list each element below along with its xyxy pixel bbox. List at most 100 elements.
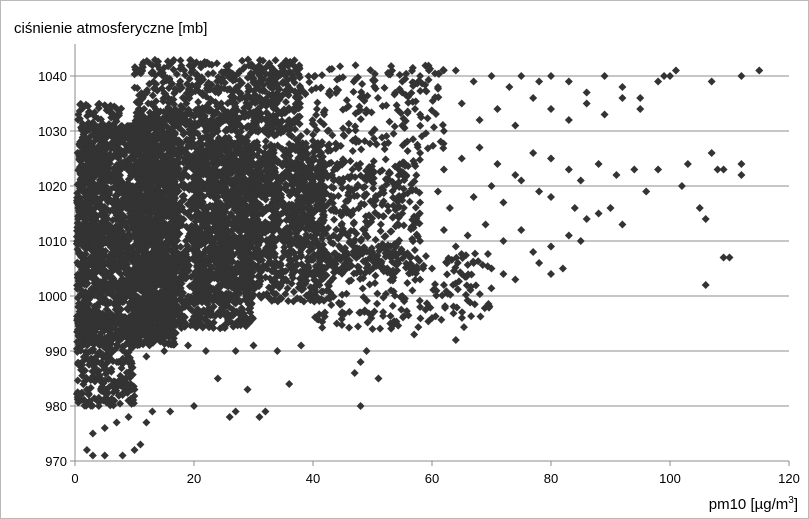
- data-point: [78, 257, 87, 266]
- x-tick-label: 100: [659, 471, 681, 486]
- data-point: [119, 249, 128, 258]
- data-point: [151, 153, 160, 162]
- data-point: [162, 297, 171, 306]
- data-point: [116, 221, 125, 230]
- data-point: [77, 160, 86, 169]
- data-point: [122, 289, 131, 298]
- data-point: [96, 204, 105, 213]
- data-point: [107, 234, 116, 243]
- y-tick-label: 1020: [38, 179, 67, 194]
- data-point: [122, 265, 131, 274]
- data-point: [98, 145, 107, 154]
- data-point: [83, 242, 92, 251]
- data-point: [96, 154, 105, 163]
- data-point: [78, 170, 87, 179]
- data-point: [82, 270, 91, 279]
- data-point: [95, 286, 104, 295]
- data-point: [86, 169, 95, 178]
- data-point: [80, 207, 89, 216]
- data-point: [102, 206, 111, 215]
- data-point: [75, 141, 84, 150]
- x-tick-label: 80: [544, 471, 558, 486]
- data-point: [123, 305, 132, 314]
- data-point: [117, 130, 126, 139]
- y-tick-label: 1030: [38, 124, 67, 139]
- data-point: [144, 322, 153, 331]
- data-point: [109, 224, 118, 233]
- data-point: [81, 216, 90, 225]
- data-point: [93, 263, 102, 272]
- data-point: [78, 150, 87, 159]
- data-point: [104, 252, 113, 261]
- data-point: [123, 195, 132, 204]
- data-point: [153, 185, 162, 194]
- data-point: [126, 209, 135, 218]
- data-point: [108, 216, 117, 225]
- data-point: [124, 237, 133, 246]
- x-tick-label: 40: [306, 471, 320, 486]
- data-point: [117, 137, 126, 146]
- x-tick-label: 120: [778, 471, 800, 486]
- data-point: [73, 285, 82, 294]
- data-point: [89, 183, 98, 192]
- data-point: [117, 270, 126, 279]
- data-point: [83, 296, 92, 305]
- y-tick-label: 980: [45, 399, 67, 414]
- data-point: [131, 309, 140, 318]
- data-point: [101, 172, 110, 181]
- data-point: [92, 229, 101, 238]
- y-tick-label: 1000: [38, 289, 67, 304]
- data-point: [116, 171, 125, 180]
- data-point: [123, 133, 132, 142]
- data-point: [116, 160, 125, 169]
- data-point: [97, 241, 106, 250]
- data-point: [75, 272, 84, 281]
- x-tick-label: 0: [71, 471, 78, 486]
- data-point: [131, 267, 140, 276]
- data-point: [81, 226, 90, 235]
- data-point: [83, 159, 92, 168]
- data-point: [95, 248, 104, 257]
- data-point: [157, 335, 166, 344]
- data-point: [112, 291, 121, 300]
- data-point: [86, 200, 95, 209]
- data-point: [82, 135, 91, 144]
- data-point: [104, 163, 113, 172]
- data-point: [73, 223, 82, 232]
- data-point: [123, 275, 132, 284]
- data-point: [83, 279, 92, 288]
- data-point: [96, 255, 105, 264]
- data-point: [76, 250, 85, 259]
- data-point: [98, 298, 107, 307]
- data-point: [105, 151, 114, 160]
- data-point: [85, 141, 94, 150]
- data-point: [99, 268, 108, 277]
- data-point: [102, 218, 111, 227]
- data-point: [117, 211, 126, 220]
- data-point: [124, 246, 133, 255]
- data-point: [123, 144, 132, 153]
- data-point: [112, 303, 121, 312]
- data-point: [112, 126, 121, 135]
- data-point: [109, 205, 118, 214]
- data-point: [91, 198, 100, 207]
- y-tick-label: 1040: [38, 69, 67, 84]
- data-point: [116, 238, 125, 247]
- data-point: [88, 211, 97, 220]
- data-point: [90, 242, 99, 251]
- data-point: [94, 277, 103, 286]
- data-point: [116, 229, 125, 238]
- data-point: [79, 184, 88, 193]
- data-point: [119, 149, 128, 158]
- data-point: [132, 250, 141, 259]
- x-tick-label: 60: [425, 471, 439, 486]
- data-point: [138, 339, 147, 348]
- data-points: [72, 55, 764, 460]
- data-point: [108, 259, 117, 268]
- data-point: [104, 197, 113, 206]
- data-point: [79, 264, 88, 273]
- data-point: [75, 277, 84, 286]
- data-point: [96, 224, 105, 233]
- data-point: [73, 189, 82, 198]
